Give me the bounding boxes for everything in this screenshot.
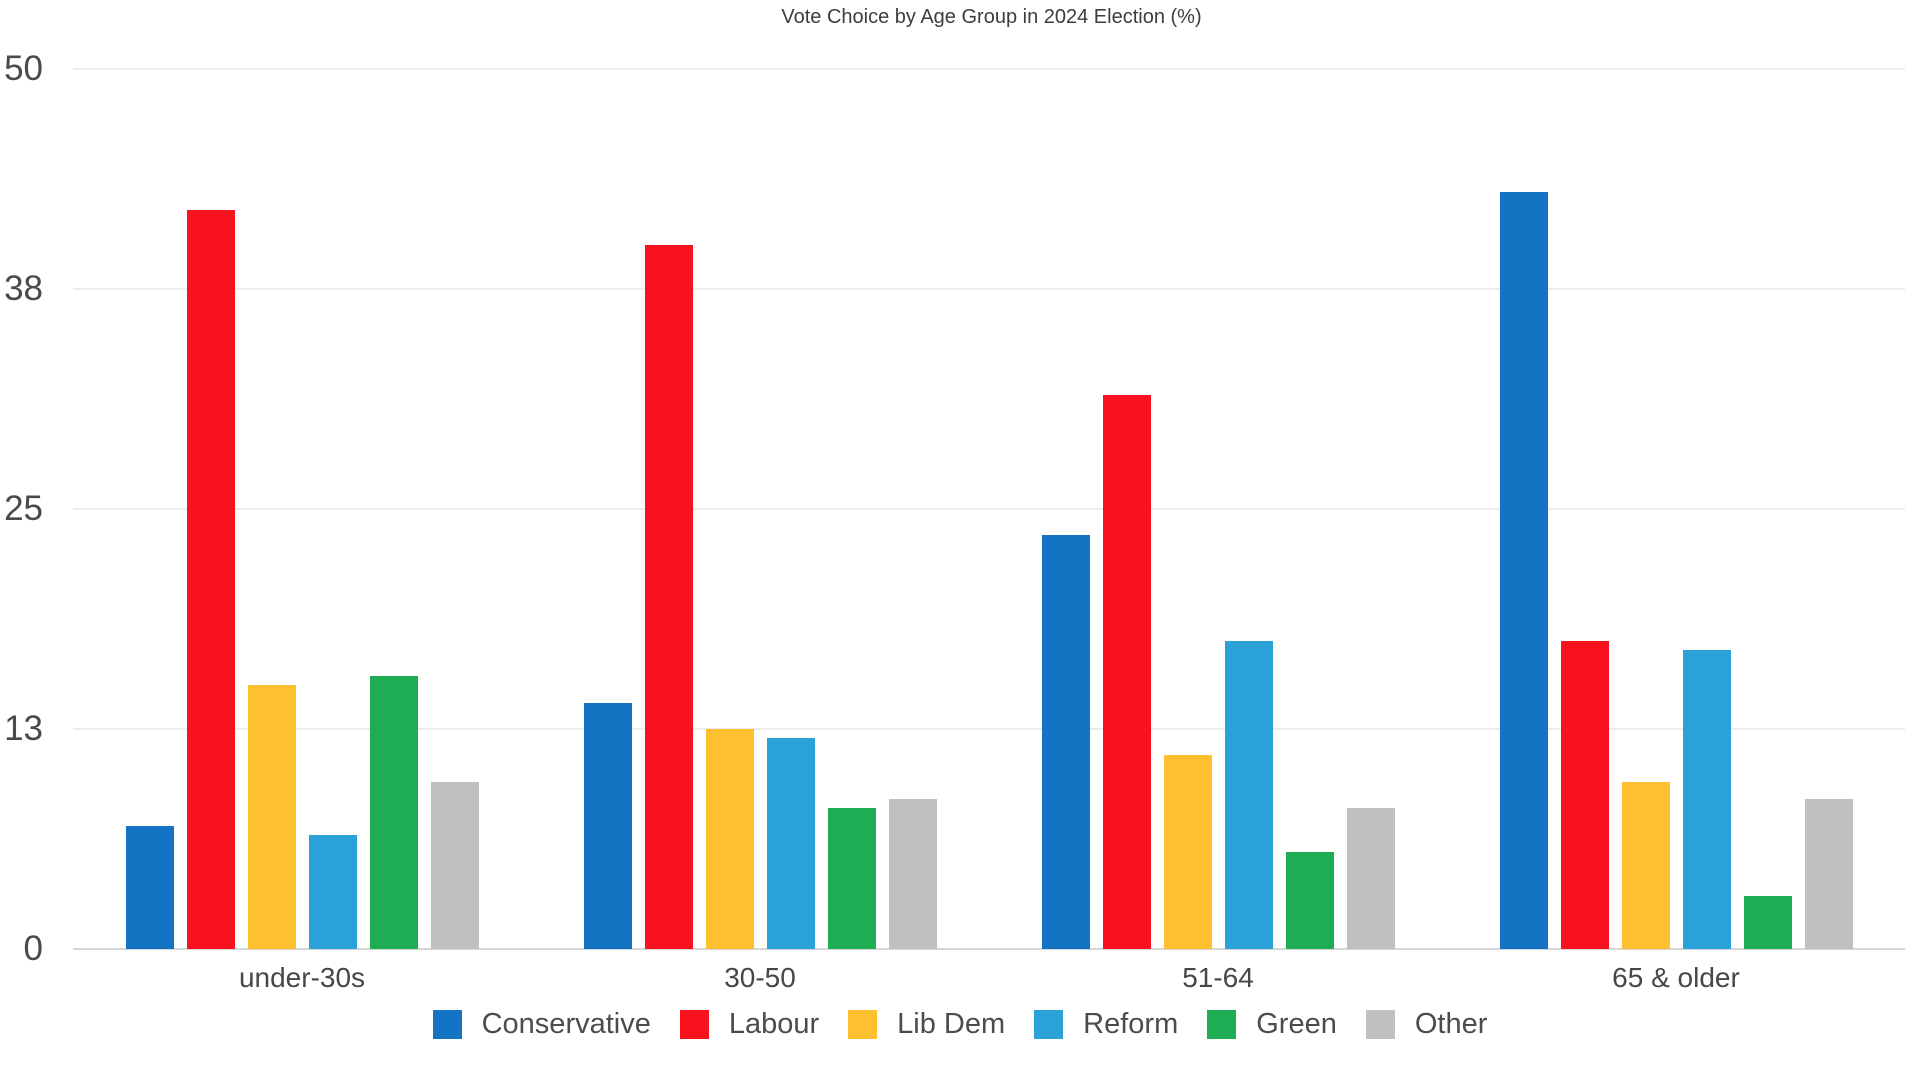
legend-swatch-reform (1034, 1010, 1064, 1039)
bar-reform-under-30s[interactable] (308, 834, 357, 949)
bar-other-30-50[interactable] (888, 799, 937, 949)
bar-labour-under-30s[interactable] (186, 209, 235, 949)
legend: Conservative Labour Lib Dem Reform Green Othe… (0, 1008, 1920, 1041)
y-tick-label-0: 0 (23, 929, 43, 968)
bar-lib-dem-51-64[interactable] (1163, 755, 1212, 949)
chart-title: Vote Choice by Age Group in 2024 Electio… (781, 6, 1202, 28)
y-tick-label-38: 38 (4, 269, 43, 308)
legend-label-reform: Reform (1083, 1008, 1179, 1040)
bar-conservative-65-older[interactable] (1499, 192, 1548, 949)
bar-conservative-30-50[interactable] (583, 702, 632, 949)
bar-other-65-older[interactable] (1804, 799, 1853, 949)
legend-label-other: Other (1414, 1008, 1488, 1040)
legend-label-conservative: Conservative (481, 1008, 651, 1040)
gridline-25 (73, 508, 1905, 510)
legend-item-other[interactable]: Other (1365, 1008, 1488, 1041)
x-axis-label-65-older: 65 & older (1612, 962, 1740, 993)
gridline-50 (73, 68, 1905, 70)
legend-label-lib-dem: Lib Dem (897, 1008, 1006, 1040)
legend-label-labour: Labour (728, 1008, 820, 1040)
bar-reform-30-50[interactable] (766, 737, 815, 949)
gridline-0 (73, 948, 1905, 950)
bar-lib-dem-30-50[interactable] (705, 729, 754, 949)
legend-item-green[interactable]: Green (1207, 1008, 1337, 1041)
bar-conservative-51-64[interactable] (1041, 535, 1090, 949)
legend-swatch-conservative (432, 1010, 462, 1039)
bar-reform-65-older[interactable] (1682, 649, 1731, 949)
legend-swatch-labour (679, 1010, 709, 1039)
bar-green-65-older[interactable] (1743, 896, 1792, 949)
bar-green-51-64[interactable] (1285, 852, 1334, 949)
y-tick-label-13: 13 (4, 709, 43, 748)
legend-item-labour[interactable]: Labour (679, 1008, 820, 1041)
x-axis-label-51-64: 51-64 (1182, 962, 1254, 993)
gridline-38 (73, 288, 1905, 290)
bar-labour-51-64[interactable] (1102, 394, 1151, 949)
gridline-13 (73, 728, 1905, 730)
y-tick-label-50: 50 (4, 49, 43, 88)
x-axis-label-under-30s: under-30s (238, 962, 366, 993)
bar-conservative-under-30s[interactable] (125, 825, 174, 949)
legend-item-reform[interactable]: Reform (1034, 1008, 1178, 1041)
y-tick-label-25: 25 (4, 489, 43, 528)
legend-swatch-other (1365, 1010, 1395, 1039)
legend-swatch-lib-dem (848, 1010, 878, 1039)
legend-item-lib-dem[interactable]: Lib Dem (848, 1008, 1005, 1041)
bar-labour-65-older[interactable] (1560, 641, 1609, 949)
legend-label-green: Green (1256, 1008, 1337, 1040)
x-axis-label-30-50: 30-50 (724, 962, 796, 993)
legend-item-conservative[interactable]: Conservative (432, 1008, 651, 1041)
legend-swatch-green (1207, 1010, 1237, 1039)
bar-reform-51-64[interactable] (1224, 641, 1273, 949)
bar-lib-dem-65-older[interactable] (1621, 781, 1670, 949)
bar-other-under-30s[interactable] (430, 781, 479, 949)
bar-other-51-64[interactable] (1346, 808, 1395, 949)
bar-green-under-30s[interactable] (369, 676, 418, 949)
bar-green-30-50[interactable] (827, 808, 876, 949)
bar-labour-30-50[interactable] (644, 245, 693, 949)
bar-lib-dem-under-30s[interactable] (247, 685, 296, 949)
